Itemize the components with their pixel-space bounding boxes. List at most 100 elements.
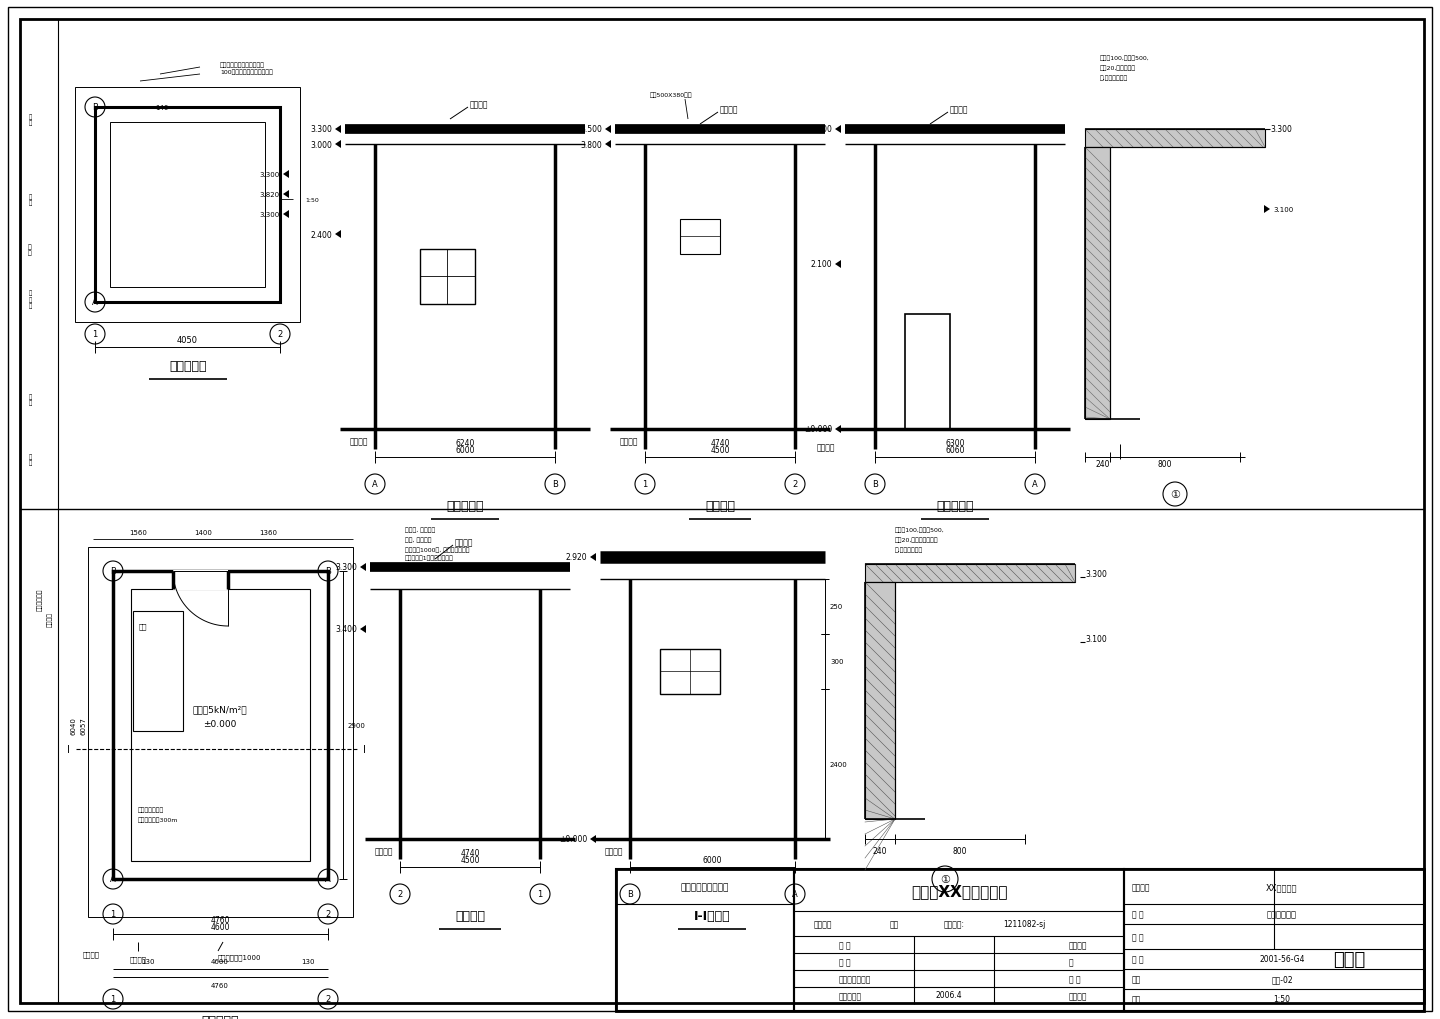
Bar <box>1084 148 1110 420</box>
Text: 图 名: 图 名 <box>1132 932 1143 942</box>
Text: B: B <box>92 103 98 112</box>
Text: 1211082-sj: 1211082-sj <box>1002 919 1045 928</box>
Text: 土施-02: 土施-02 <box>1272 974 1293 983</box>
Text: 证券号数: 证券号数 <box>814 919 832 928</box>
Bar <box>75 88 300 323</box>
Text: 2006.4: 2006.4 <box>936 990 962 1000</box>
Text: B: B <box>873 480 878 489</box>
Text: 设备: 设备 <box>138 623 147 630</box>
Text: 全空调机位，位于平屋顶上: 全空调机位，位于平屋顶上 <box>220 62 265 67</box>
Text: 浙江省XX建筑设计院: 浙江省XX建筑设计院 <box>910 883 1007 899</box>
Text: 250: 250 <box>829 604 844 610</box>
Text: I-I剖面图: I-I剖面图 <box>694 909 730 922</box>
Text: 3.820: 3.820 <box>259 192 279 198</box>
Bar <box>173 571 228 590</box>
Text: 6300: 6300 <box>945 439 965 448</box>
Text: 2400: 2400 <box>829 761 848 767</box>
Text: 2001-56-G4: 2001-56-G4 <box>1259 955 1305 964</box>
Text: 给
排
水: 给 排 水 <box>29 290 32 309</box>
Text: 底层平面图: 底层平面图 <box>202 1014 239 1019</box>
Text: 3.300: 3.300 <box>1270 125 1292 135</box>
Polygon shape <box>590 553 596 561</box>
Text: 3.300: 3.300 <box>259 172 279 178</box>
Text: 电
气: 电 气 <box>29 393 32 406</box>
Text: 现场另定: 现场另定 <box>350 437 369 446</box>
Bar <box>420 250 475 305</box>
Text: 现场另定: 现场另定 <box>816 443 835 452</box>
Polygon shape <box>336 230 341 238</box>
Text: 右侧立面图: 右侧立面图 <box>446 499 484 513</box>
Text: I: I <box>68 744 71 754</box>
Bar <box>616 869 793 1011</box>
Text: 3.300: 3.300 <box>1084 570 1107 579</box>
Text: 3.300: 3.300 <box>336 562 357 572</box>
Text: 屋顶平面图: 屋顶平面图 <box>170 360 207 373</box>
Bar <box>680 220 720 255</box>
Text: 天台上汪基站: 天台上汪基站 <box>1267 910 1297 918</box>
Text: 1560: 1560 <box>130 530 147 535</box>
Text: ±0.000: ±0.000 <box>203 719 236 729</box>
Text: XX移动公司: XX移动公司 <box>1266 882 1297 892</box>
Text: 工程名称: 工程名称 <box>1132 882 1151 892</box>
Text: 240: 240 <box>873 847 887 856</box>
Text: 暖
通: 暖 通 <box>29 453 32 466</box>
Bar <box>20 20 58 1003</box>
Text: I: I <box>363 744 366 754</box>
Text: 4500: 4500 <box>710 446 730 455</box>
Bar <box>793 869 1125 1011</box>
Polygon shape <box>1264 206 1270 214</box>
Bar <box>1125 869 1424 1011</box>
Text: 1:50: 1:50 <box>1273 995 1290 1004</box>
Bar <box>1084 129 1264 148</box>
Text: 1:50: 1:50 <box>305 198 318 203</box>
Polygon shape <box>360 626 366 634</box>
Polygon shape <box>605 126 611 133</box>
Text: 室外排水: 室外排水 <box>130 956 147 962</box>
Text: 3.100: 3.100 <box>1273 207 1293 213</box>
Polygon shape <box>284 191 289 199</box>
Text: 4740: 4740 <box>461 849 480 858</box>
Text: ①: ① <box>940 874 950 884</box>
Text: 全空调, 型号另定: 全空调, 型号另定 <box>405 527 435 532</box>
Text: A: A <box>92 299 98 307</box>
Text: A: A <box>109 874 115 883</box>
Text: 建
筑: 建 筑 <box>29 194 32 206</box>
Bar <box>109 123 265 287</box>
Text: 6057: 6057 <box>81 716 86 735</box>
Text: 白色面砖: 白色面砖 <box>469 101 488 109</box>
Text: 140: 140 <box>156 105 168 111</box>
Text: 1400: 1400 <box>194 530 212 535</box>
Text: 左侧立面图: 左侧立面图 <box>936 499 973 513</box>
Text: 外圈20,墙厚及标志厚装: 外圈20,墙厚及标志厚装 <box>896 537 939 542</box>
Text: 1: 1 <box>642 480 648 489</box>
Text: 白色面砖: 白色面砖 <box>950 105 969 114</box>
Text: 屋面板100,钢筋网500,: 屋面板100,钢筋网500, <box>1100 55 1149 61</box>
Polygon shape <box>835 426 841 433</box>
Bar <box>616 869 1424 1011</box>
Text: 6240: 6240 <box>455 439 475 448</box>
Text: 核 定: 核 定 <box>1068 974 1080 983</box>
Text: 设计质量负责人: 设计质量负责人 <box>840 974 871 983</box>
Text: 240: 240 <box>1096 460 1110 469</box>
Text: 出图日期: 出图日期 <box>1068 991 1087 1001</box>
Text: ±0.000: ±0.000 <box>804 425 832 434</box>
Text: B: B <box>552 480 557 489</box>
Text: 3.300: 3.300 <box>811 125 832 135</box>
Text: 100厚钢筋混凝土屋面板上平: 100厚钢筋混凝土屋面板上平 <box>220 69 272 74</box>
Text: 2: 2 <box>325 910 331 918</box>
Text: 图 号: 图 号 <box>1132 955 1143 964</box>
Bar <box>865 583 896 819</box>
Polygon shape <box>336 126 341 133</box>
Text: 3.400: 3.400 <box>336 625 357 634</box>
Text: 4600: 4600 <box>210 922 230 931</box>
Text: 3.300: 3.300 <box>259 212 279 218</box>
Text: 管中心高处1米外墙面收线孔: 管中心高处1米外墙面收线孔 <box>405 554 454 560</box>
Text: 屋面板100,钢筋厚500,: 屋面板100,钢筋厚500, <box>896 527 945 532</box>
Text: 管中心距1000米, 管中心距外墙面: 管中心距1000米, 管中心距外墙面 <box>405 546 469 552</box>
Polygon shape <box>605 141 611 149</box>
Text: 1360: 1360 <box>259 530 276 535</box>
Text: 3.100: 3.100 <box>1084 635 1107 644</box>
Text: 比例: 比例 <box>1132 995 1142 1004</box>
Text: 建筑图: 建筑图 <box>1333 950 1365 968</box>
Text: 通风500X380窗口: 通风500X380窗口 <box>649 92 693 98</box>
